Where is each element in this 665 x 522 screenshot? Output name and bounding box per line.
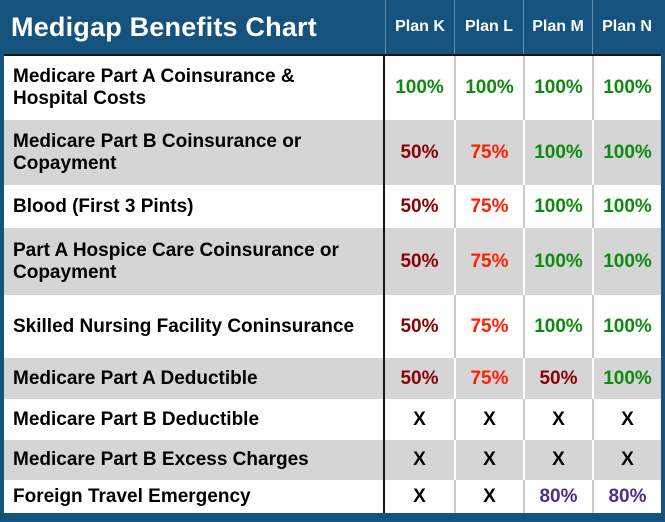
benefit-label: Skilled Nursing Facility Coninsurance bbox=[4, 295, 385, 358]
plan-n-value: 80% bbox=[592, 480, 661, 513]
plan-k-value: X bbox=[413, 449, 426, 470]
plan-l-value: 75% bbox=[454, 295, 523, 358]
plan-m-value: 100% bbox=[523, 228, 592, 295]
plan-l-value: X bbox=[454, 440, 523, 480]
plan-m-value: X bbox=[523, 440, 592, 480]
benefit-row: Medicare Part B Excess Charges X X X X bbox=[4, 440, 661, 480]
plan-n-value: 100% bbox=[592, 358, 661, 399]
column-header-plan-k: Plan K bbox=[385, 0, 454, 54]
plan-n-value: 100% bbox=[592, 185, 661, 228]
plan-l-value: X bbox=[454, 480, 523, 513]
plan-k-value: 50% bbox=[400, 250, 439, 272]
benefit-label: Medicare Part B Coinsurance or Copayment bbox=[4, 120, 385, 185]
plan-n-value: 100% bbox=[592, 228, 661, 295]
benefit-label: Medicare Part B Deductible bbox=[4, 399, 385, 440]
plan-m-value: 80% bbox=[523, 480, 592, 513]
benefit-row: Medicare Part B Deductible X X X X bbox=[4, 399, 661, 440]
plan-k-value: 50% bbox=[400, 315, 439, 337]
plan-m-value: 100% bbox=[523, 295, 592, 358]
benefit-row: Skilled Nursing Facility Coninsurance 50… bbox=[4, 295, 661, 358]
plan-n-value: X bbox=[592, 399, 661, 440]
plan-m-value: 100% bbox=[523, 185, 592, 228]
plan-k-value: X bbox=[413, 485, 426, 507]
benefit-label: Medicare Part A Deductible bbox=[4, 358, 385, 399]
benefit-row: Medicare Part A Coinsurance & Hospital C… bbox=[4, 56, 661, 120]
plan-m-value: 100% bbox=[523, 120, 592, 185]
plan-k-value: 50% bbox=[400, 195, 439, 217]
plan-m-value: 50% bbox=[523, 358, 592, 399]
benefit-row: Foreign Travel Emergency X X 80% 80% bbox=[4, 480, 661, 513]
benefit-label: Medicare Part B Excess Charges bbox=[4, 440, 385, 480]
plan-n-value: 100% bbox=[592, 295, 661, 358]
plan-m-value: X bbox=[523, 399, 592, 440]
benefit-row: Part A Hospice Care Coinsurance or Copay… bbox=[4, 228, 661, 295]
plan-l-value: 100% bbox=[454, 56, 523, 120]
benefit-label: Foreign Travel Emergency bbox=[4, 480, 385, 513]
benefit-row: Blood (First 3 Pints) 50% 75% 100% 100% bbox=[4, 185, 661, 228]
column-header-plan-l: Plan L bbox=[454, 0, 523, 54]
benefit-label: Medicare Part A Coinsurance & Hospital C… bbox=[4, 56, 385, 120]
plan-n-value: 100% bbox=[592, 120, 661, 185]
plan-l-value: 75% bbox=[454, 358, 523, 399]
column-header-plan-m: Plan M bbox=[523, 0, 592, 54]
plan-l-value: 75% bbox=[454, 228, 523, 295]
benefit-row: Medicare Part B Coinsurance or Copayment… bbox=[4, 120, 661, 185]
benefit-label: Part A Hospice Care Coinsurance or Copay… bbox=[4, 228, 385, 295]
table-header: Medigap Benefits Chart Plan K Plan L Pla… bbox=[4, 0, 661, 56]
benefit-label: Blood (First 3 Pints) bbox=[4, 185, 385, 228]
plan-n-value: 100% bbox=[592, 56, 661, 120]
plan-k-value: 100% bbox=[395, 77, 444, 98]
plan-k-value: 50% bbox=[400, 141, 439, 163]
plan-l-value: 75% bbox=[454, 120, 523, 185]
plan-m-value: 100% bbox=[523, 56, 592, 120]
benefit-row: Medicare Part A Deductible 50% 75% 50% 1… bbox=[4, 358, 661, 399]
plan-k-value: 50% bbox=[400, 367, 439, 389]
plan-k-value: X bbox=[413, 408, 426, 430]
plan-l-value: 75% bbox=[454, 185, 523, 228]
plan-l-value: X bbox=[454, 399, 523, 440]
plan-n-value: X bbox=[592, 440, 661, 480]
table-body: Medicare Part A Coinsurance & Hospital C… bbox=[4, 56, 661, 513]
column-header-plan-n: Plan N bbox=[592, 0, 661, 54]
chart-title: Medigap Benefits Chart bbox=[11, 11, 317, 42]
